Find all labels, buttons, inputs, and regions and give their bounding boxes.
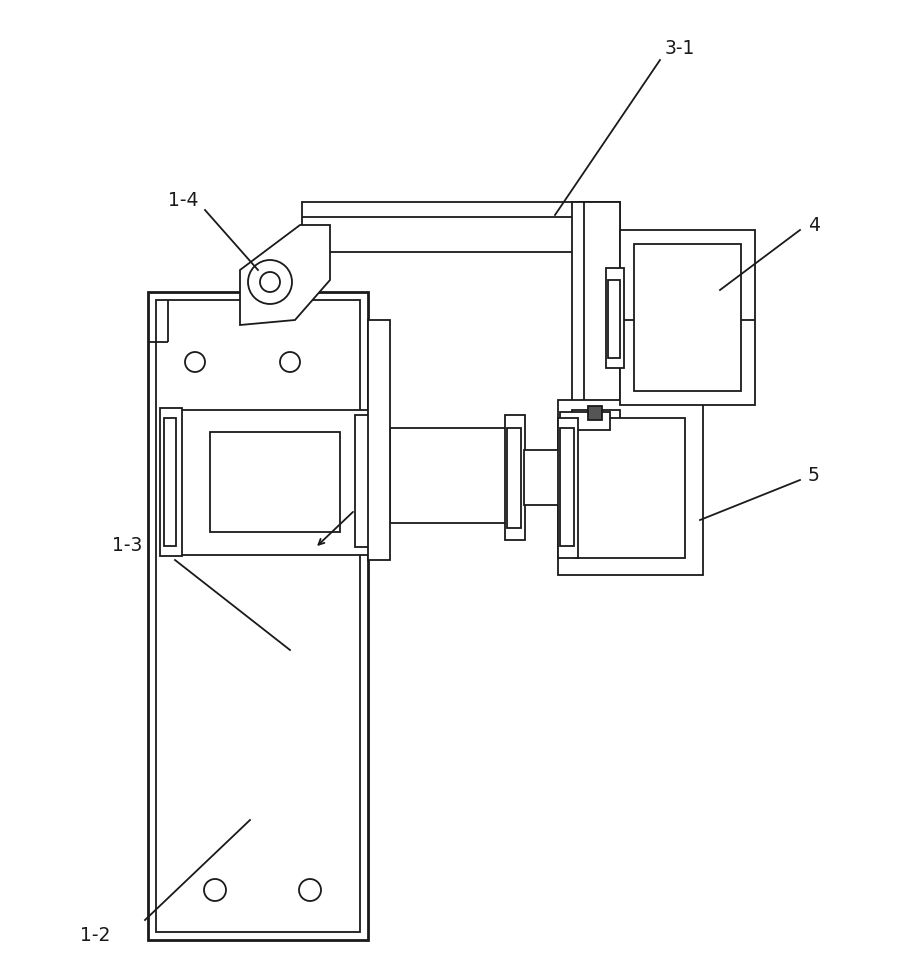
Bar [620, 230, 755, 405]
Bar [160, 408, 182, 556]
Polygon shape [240, 225, 330, 325]
Circle shape [280, 352, 300, 372]
Bar [560, 428, 574, 546]
Circle shape [204, 879, 226, 901]
Bar [302, 202, 620, 252]
Bar [507, 428, 521, 528]
Bar [572, 410, 620, 428]
Bar [588, 406, 602, 420]
Text: 4: 4 [808, 216, 820, 234]
Bar [634, 244, 741, 391]
Bar [572, 202, 620, 420]
Bar [178, 410, 373, 555]
Bar [575, 418, 685, 558]
Bar [390, 428, 510, 523]
Bar [558, 418, 578, 558]
Bar [210, 432, 340, 532]
Bar [608, 280, 620, 358]
Bar [558, 400, 703, 575]
Bar [164, 418, 176, 546]
Bar [148, 292, 368, 940]
Bar [606, 268, 624, 368]
Text: 5: 5 [808, 466, 820, 484]
Circle shape [260, 272, 280, 292]
Circle shape [185, 352, 205, 372]
Bar [505, 415, 525, 540]
Bar [355, 415, 373, 547]
Bar [524, 450, 562, 505]
Text: 1-2: 1-2 [80, 925, 110, 945]
Bar [560, 412, 610, 430]
Circle shape [299, 879, 321, 901]
Circle shape [248, 260, 292, 304]
Bar [156, 300, 360, 932]
Text: 1-3: 1-3 [112, 535, 142, 555]
Text: 3-1: 3-1 [665, 38, 695, 58]
Text: 1-4: 1-4 [168, 190, 198, 210]
Bar [368, 320, 390, 560]
